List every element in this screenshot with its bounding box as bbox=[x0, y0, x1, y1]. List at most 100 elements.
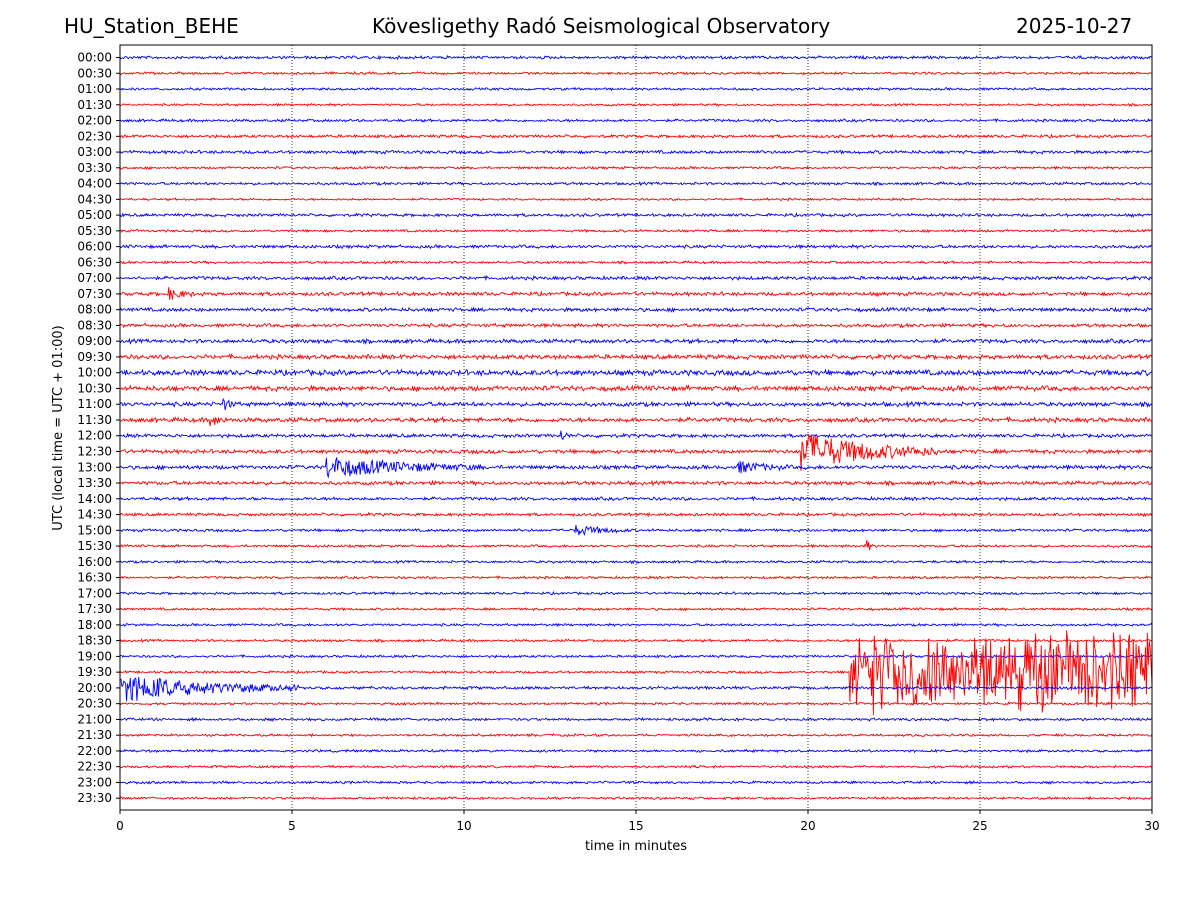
y-tick-label: 05:30 bbox=[77, 224, 112, 238]
trace-0900 bbox=[120, 337, 1152, 346]
y-tick-label: 08:00 bbox=[77, 303, 112, 317]
trace-0630 bbox=[120, 260, 1152, 265]
trace-0700 bbox=[120, 274, 1152, 282]
y-tick-label: 23:00 bbox=[77, 775, 112, 789]
x-axis-ticks: 0 5 10 15 20 25 30 bbox=[116, 810, 1160, 833]
trace-2030 bbox=[120, 701, 1152, 707]
y-tick-label: 21:00 bbox=[77, 712, 112, 726]
trace-2100 bbox=[120, 716, 1152, 722]
trace-0230 bbox=[120, 133, 1152, 139]
trace-1430 bbox=[120, 511, 1152, 518]
trace-2300 bbox=[120, 780, 1152, 785]
trace-0800 bbox=[120, 306, 1152, 313]
y-tick-label: 02:30 bbox=[77, 129, 112, 143]
y-tick-label: 13:30 bbox=[77, 476, 112, 490]
trace-1630 bbox=[120, 575, 1152, 580]
trace-1330 bbox=[120, 479, 1152, 487]
seismic-traces bbox=[120, 54, 1152, 801]
trace-1600 bbox=[120, 559, 1152, 565]
y-tick-label: 10:00 bbox=[77, 366, 112, 380]
trace-2330 bbox=[120, 795, 1152, 801]
y-tick-label: 00:30 bbox=[77, 66, 112, 80]
trace-1730 bbox=[120, 606, 1152, 612]
y-tick-label: 04:00 bbox=[77, 177, 112, 191]
trace-1930 bbox=[120, 630, 1152, 716]
record-date: 2025-10-27 bbox=[1016, 14, 1133, 38]
y-tick-label: 11:30 bbox=[77, 413, 112, 427]
trace-0000 bbox=[120, 54, 1152, 61]
y-tick-label: 03:00 bbox=[77, 145, 112, 159]
x-axis-label: time in minutes bbox=[585, 839, 687, 854]
trace-2230 bbox=[120, 764, 1152, 770]
trace-1200 bbox=[120, 430, 1152, 441]
y-tick-label: 04:30 bbox=[77, 192, 112, 206]
trace-1700 bbox=[120, 590, 1152, 596]
trace-2200 bbox=[120, 748, 1152, 754]
trace-0200 bbox=[120, 117, 1152, 123]
x-tick-label: 30 bbox=[1144, 819, 1159, 833]
y-tick-label: 07:00 bbox=[77, 271, 112, 285]
trace-0330 bbox=[120, 165, 1152, 171]
trace-2130 bbox=[120, 732, 1152, 738]
y-tick-label: 09:30 bbox=[77, 350, 112, 364]
x-tick-label: 5 bbox=[288, 819, 296, 833]
trace-0430 bbox=[120, 197, 1152, 202]
trace-0830 bbox=[120, 322, 1152, 329]
y-tick-label: 13:00 bbox=[77, 460, 112, 474]
y-tick-label: 03:30 bbox=[77, 161, 112, 175]
trace-1300 bbox=[120, 457, 1152, 479]
y-tick-label: 17:00 bbox=[77, 586, 112, 600]
x-tick-label: 20 bbox=[800, 819, 815, 833]
y-tick-label: 19:30 bbox=[77, 665, 112, 679]
trace-2000 bbox=[120, 676, 1152, 702]
y-tick-label: 19:00 bbox=[77, 649, 112, 663]
y-tick-label: 20:30 bbox=[77, 697, 112, 711]
y-tick-label: 00:00 bbox=[77, 51, 112, 65]
y-tick-label: 16:30 bbox=[77, 571, 112, 585]
y-tick-label: 23:30 bbox=[77, 791, 112, 805]
trace-0130 bbox=[120, 102, 1152, 108]
y-tick-label: 15:30 bbox=[77, 539, 112, 553]
trace-1900 bbox=[120, 653, 1152, 659]
x-tick-label: 15 bbox=[628, 819, 643, 833]
x-tick-label: 25 bbox=[972, 819, 987, 833]
y-tick-label: 16:00 bbox=[77, 555, 112, 569]
trace-0930 bbox=[120, 352, 1152, 361]
trace-1830 bbox=[120, 638, 1152, 644]
y-tick-label: 20:00 bbox=[77, 681, 112, 695]
trace-0600 bbox=[120, 243, 1152, 250]
y-tick-label: 14:00 bbox=[77, 492, 112, 506]
y-tick-label: 01:30 bbox=[77, 98, 112, 112]
y-tick-label: 15:00 bbox=[77, 523, 112, 537]
x-tick-label: 10 bbox=[456, 819, 471, 833]
trace-0300 bbox=[120, 149, 1152, 155]
y-tick-label: 08:30 bbox=[77, 318, 112, 332]
y-tick-label: 22:00 bbox=[77, 744, 112, 758]
y-tick-label: 06:30 bbox=[77, 255, 112, 269]
trace-1500 bbox=[120, 525, 1152, 536]
trace-1230 bbox=[120, 433, 1152, 472]
y-tick-label: 10:30 bbox=[77, 381, 112, 395]
trace-0530 bbox=[120, 228, 1152, 234]
x-tick-label: 0 bbox=[116, 819, 124, 833]
trace-1400 bbox=[120, 495, 1152, 502]
y-tick-label: 12:30 bbox=[77, 445, 112, 459]
y-tick-label: 14:30 bbox=[77, 508, 112, 522]
trace-0030 bbox=[120, 70, 1152, 76]
station-name: HU_Station_BEHE bbox=[64, 14, 239, 38]
y-tick-label: 06:00 bbox=[77, 240, 112, 254]
y-tick-label: 07:30 bbox=[77, 287, 112, 301]
y-tick-label: 11:00 bbox=[77, 397, 112, 411]
y-tick-label: 17:30 bbox=[77, 602, 112, 616]
y-tick-label: 18:00 bbox=[77, 618, 112, 632]
trace-1000 bbox=[120, 368, 1152, 378]
y-axis-label: UTC (local time = UTC + 01:00) bbox=[51, 325, 66, 530]
trace-1130 bbox=[120, 415, 1152, 427]
trace-1530 bbox=[120, 539, 1152, 551]
y-tick-label: 21:30 bbox=[77, 728, 112, 742]
trace-1800 bbox=[120, 622, 1152, 628]
trace-0500 bbox=[120, 212, 1152, 218]
y-tick-label: 12:00 bbox=[77, 429, 112, 443]
y-tick-label: 02:00 bbox=[77, 114, 112, 128]
